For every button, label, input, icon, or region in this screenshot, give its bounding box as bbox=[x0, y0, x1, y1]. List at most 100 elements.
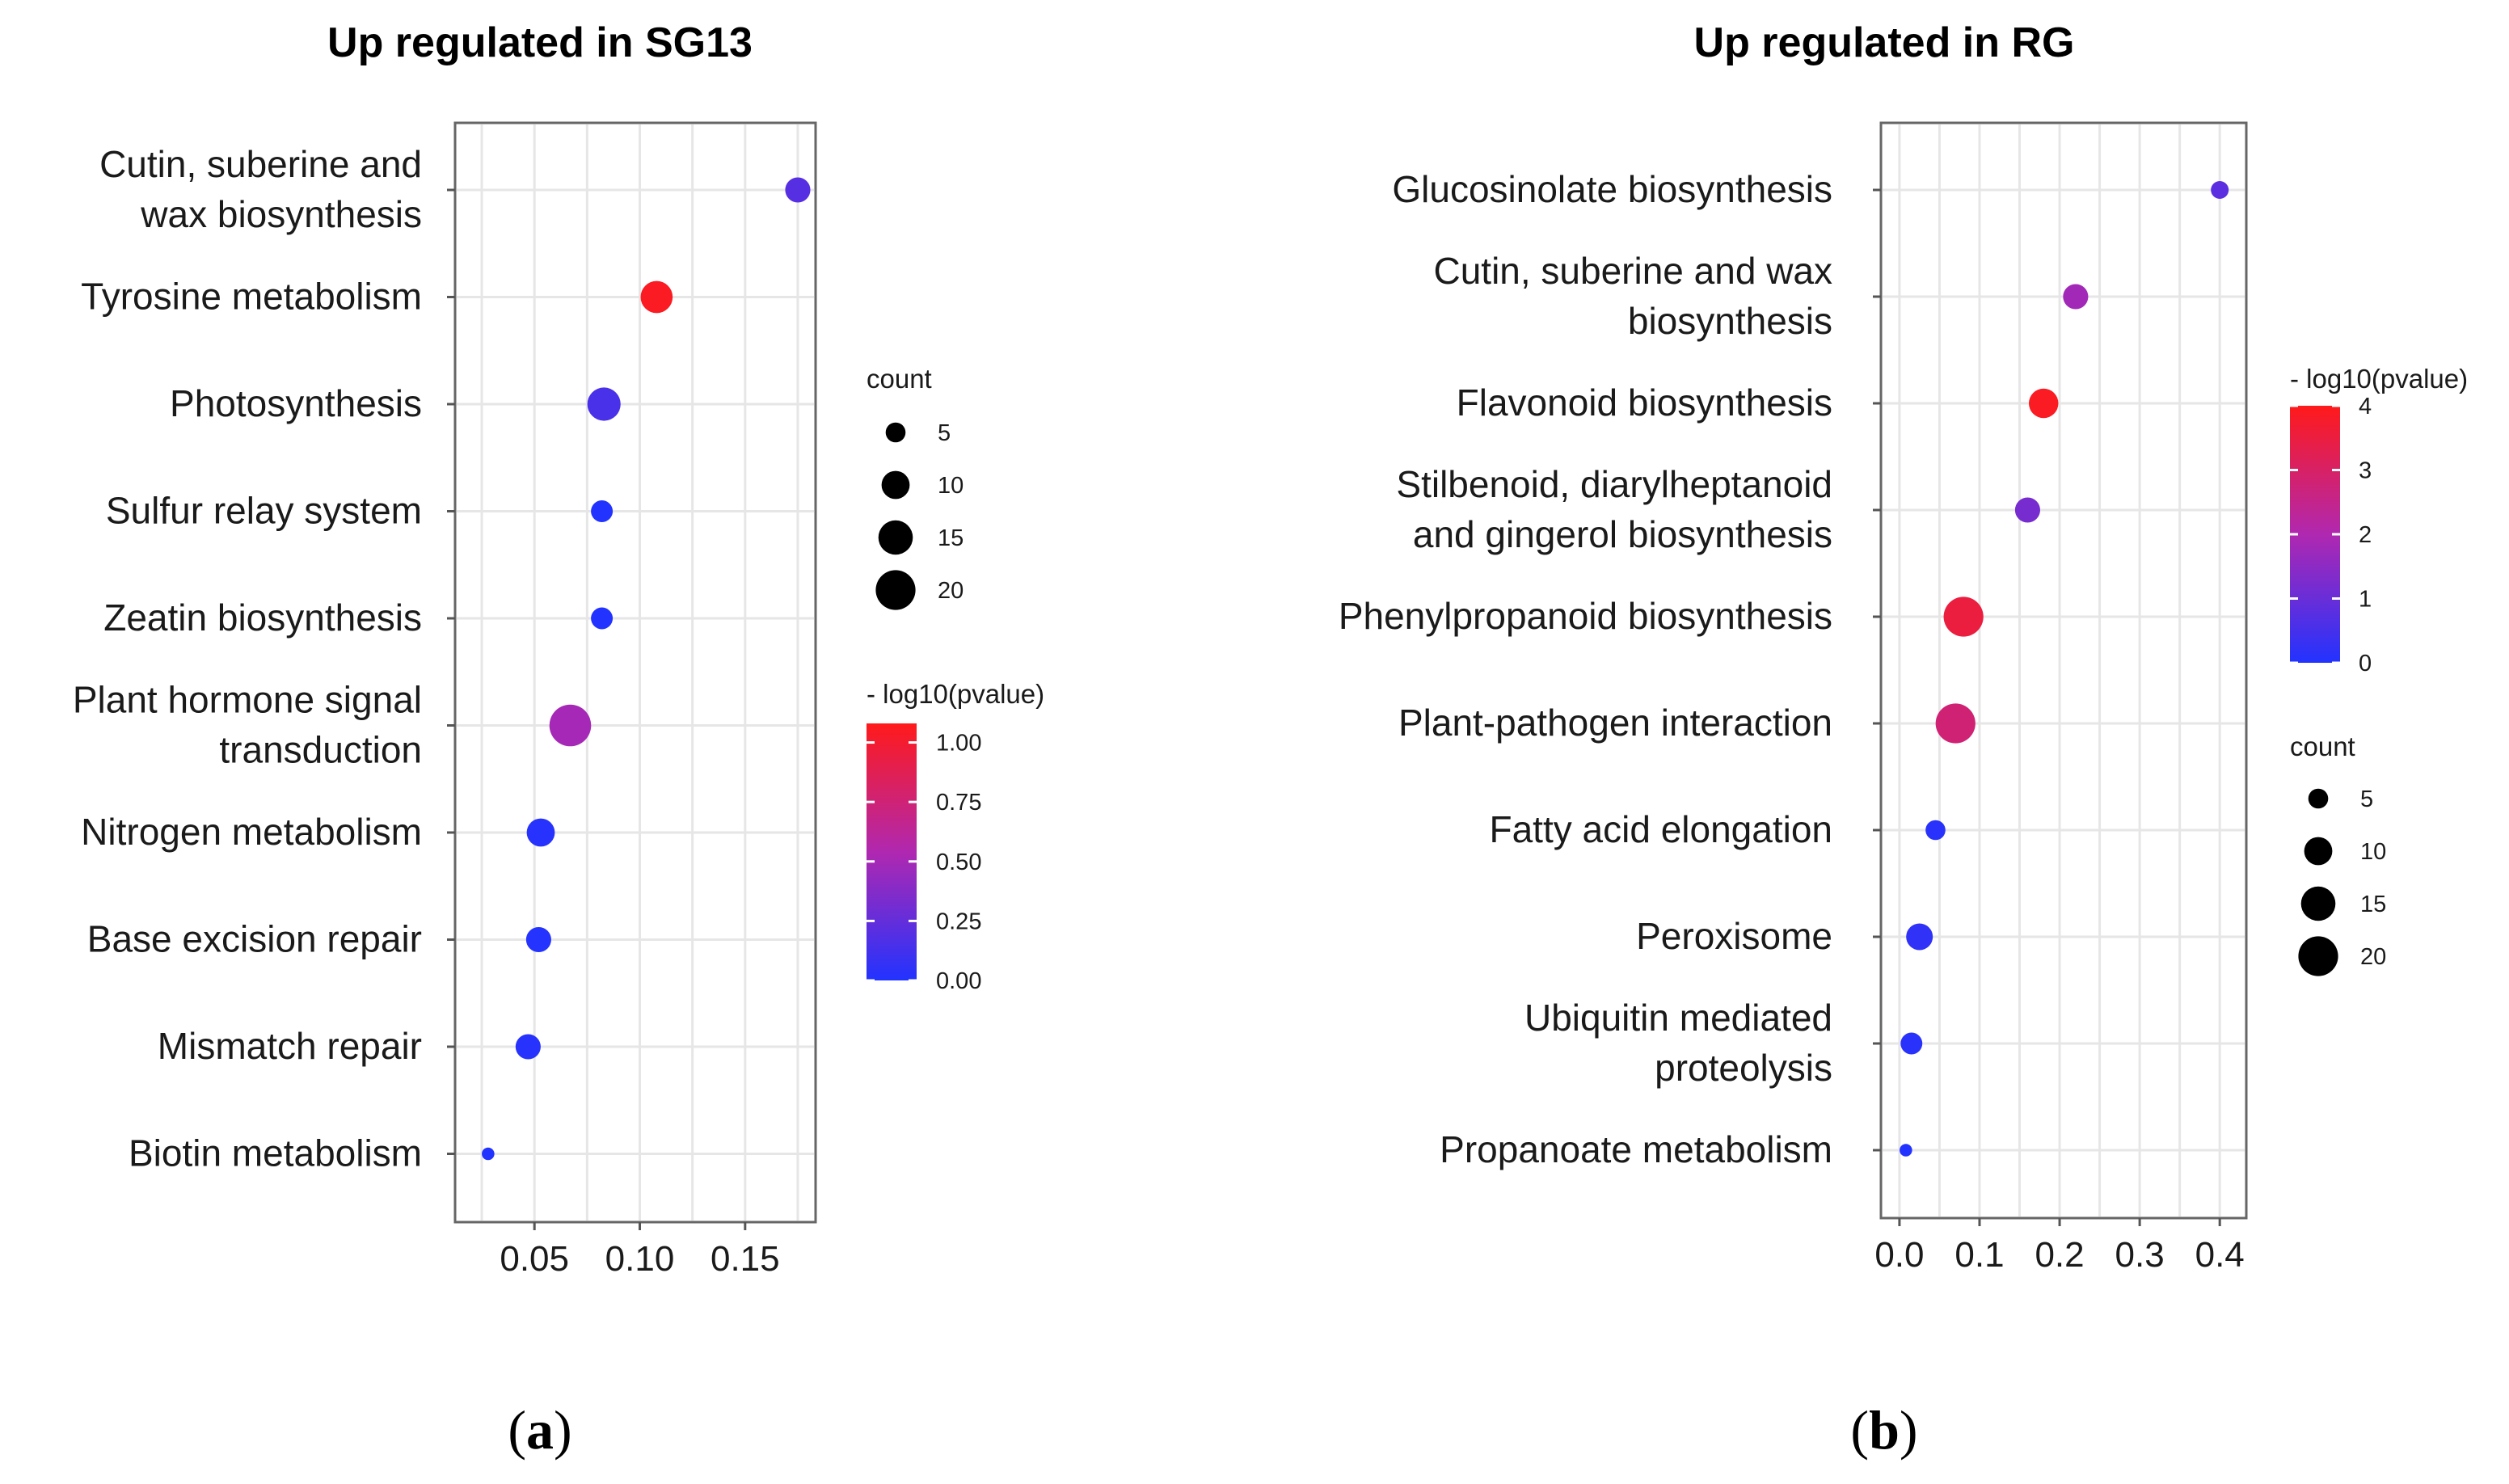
size-legend-b: count 5 10 15 20 bbox=[2290, 731, 2386, 976]
size-legend-dot bbox=[2304, 837, 2333, 866]
category-label: Fatty acid elongation bbox=[1490, 808, 1833, 850]
gridlines-a bbox=[447, 124, 814, 1221]
x-tick-label: 0.10 bbox=[605, 1239, 675, 1279]
plot-area-a bbox=[453, 121, 817, 1224]
colorbar-label: 3 bbox=[2359, 458, 2372, 484]
category-label: Plant-pathogen interaction bbox=[1398, 702, 1832, 744]
x-tick-label: 0.0 bbox=[1874, 1235, 1924, 1275]
size-legend-label: 5 bbox=[938, 420, 951, 446]
category-label: Cutin, suberine and wax biosynthesis bbox=[99, 143, 422, 235]
size-legend-label: 20 bbox=[2360, 944, 2386, 970]
category-labels-b: Glucosinolate biosynthesis Cutin, suberin… bbox=[1339, 168, 1832, 1170]
size-legend-label: 5 bbox=[2360, 786, 2373, 812]
size-legend-label: 20 bbox=[938, 578, 964, 604]
category-label: Cutin, suberine and wax biosynthesis bbox=[1433, 250, 1832, 342]
size-legend-dot bbox=[881, 470, 910, 500]
color-legend-title-a: - log10(pvalue) bbox=[867, 679, 1044, 709]
plot-area-b bbox=[1879, 121, 2248, 1220]
colorbar-b bbox=[2290, 406, 2340, 663]
data-point bbox=[591, 607, 614, 630]
points-b bbox=[1900, 181, 2229, 1157]
color-legend-a: - log10(pvalue) 0.00 0.25 0.50 0.75 1.00 bbox=[867, 679, 1044, 994]
x-tick-labels-a: 0.05 0.10 0.15 bbox=[500, 1222, 780, 1279]
size-legend-title-a: count bbox=[867, 364, 932, 394]
x-tick-label: 0.4 bbox=[2195, 1235, 2245, 1275]
data-point bbox=[515, 1034, 541, 1060]
size-legend-label: 10 bbox=[938, 473, 964, 499]
data-point bbox=[1906, 923, 1933, 951]
colorbar-label: 0 bbox=[2359, 651, 2372, 677]
size-legend-dot bbox=[2300, 886, 2336, 921]
data-point bbox=[1925, 820, 1946, 841]
category-label: Tyrosine metabolism bbox=[81, 276, 422, 318]
panel-label-b: (b) bbox=[1850, 1399, 1917, 1461]
size-legend-a: count 5 10 15 20 bbox=[867, 364, 964, 610]
x-tick-labels-b: 0.0 0.1 0.2 0.3 0.4 bbox=[1874, 1218, 2245, 1275]
colorbar-label: 2 bbox=[2359, 522, 2372, 548]
colorbar-label: 0.50 bbox=[936, 850, 981, 875]
category-label: Ubiquitin mediated proteolysis bbox=[1524, 997, 1832, 1089]
category-label: Photosynthesis bbox=[170, 382, 422, 424]
x-tick-label: 0.05 bbox=[500, 1239, 569, 1279]
data-point bbox=[1900, 1032, 1923, 1055]
size-legend-dot bbox=[885, 422, 906, 443]
colorbar-a bbox=[867, 723, 917, 980]
category-label: Biotin metabolism bbox=[129, 1132, 422, 1174]
size-legend-title-b: count bbox=[2290, 731, 2355, 761]
data-point bbox=[785, 177, 811, 203]
data-point bbox=[640, 280, 673, 314]
data-point bbox=[525, 926, 551, 953]
x-tick-label: 0.1 bbox=[1954, 1235, 2004, 1275]
data-point bbox=[2211, 181, 2229, 199]
data-point bbox=[587, 387, 621, 421]
size-legend-label: 15 bbox=[2360, 892, 2386, 917]
color-legend-b: - log10(pvalue) 0 1 2 3 4 bbox=[2290, 364, 2468, 677]
chart-title-b: Up regulated in RG bbox=[1694, 19, 2075, 66]
category-label: Nitrogen metabolism bbox=[81, 811, 422, 853]
data-point bbox=[526, 818, 555, 847]
points-a bbox=[482, 177, 811, 1161]
data-point bbox=[1900, 1144, 1912, 1157]
data-point bbox=[2028, 388, 2059, 419]
size-legend-dot bbox=[2308, 788, 2329, 809]
data-point bbox=[2014, 497, 2040, 523]
category-label: Glucosinolate biosynthesis bbox=[1392, 168, 1832, 210]
category-label: Stilbenoid, diarylheptanoid and gingerol … bbox=[1396, 463, 1832, 555]
colorbar-label: 0.00 bbox=[936, 968, 981, 994]
category-label: Sulfur relay system bbox=[106, 490, 422, 532]
gridlines-b bbox=[1873, 124, 2245, 1216]
data-point bbox=[549, 704, 592, 747]
data-point bbox=[1943, 597, 1984, 637]
data-point bbox=[591, 500, 614, 522]
chart-b: Up regulated in RG Glucosinolate biosynt… bbox=[1339, 19, 2468, 1275]
category-label: Phenylpropanoid biosynthesis bbox=[1339, 595, 1832, 637]
category-label: Flavonoid biosynthesis bbox=[1457, 382, 1832, 424]
panel-label-text: (b) bbox=[1850, 1399, 1917, 1461]
x-tick-label: 0.3 bbox=[2115, 1235, 2165, 1275]
panel-label-text: (a) bbox=[508, 1399, 571, 1461]
x-tick-label: 0.2 bbox=[2035, 1235, 2084, 1275]
category-label: Peroxisome bbox=[1636, 915, 1832, 957]
size-legend-label: 15 bbox=[938, 525, 964, 551]
category-label: Propanoate metabolism bbox=[1440, 1128, 1832, 1170]
colorbar-label: 0.25 bbox=[936, 909, 981, 934]
chart-title-a: Up regulated in SG13 bbox=[327, 19, 753, 66]
size-legend-dot bbox=[2298, 936, 2338, 976]
category-label: Base excision repair bbox=[87, 918, 422, 960]
data-point bbox=[482, 1147, 495, 1161]
colorbar-label: 4 bbox=[2359, 394, 2372, 419]
x-tick-label: 0.15 bbox=[711, 1239, 780, 1279]
colorbar-label: 1 bbox=[2359, 587, 2372, 613]
colorbar-label: 0.75 bbox=[936, 790, 981, 816]
category-label: Plant hormone signal transduction bbox=[73, 679, 422, 771]
data-point bbox=[2063, 284, 2089, 310]
chart-a: Up regulated in SG13 Cutin, suberine and… bbox=[73, 19, 1044, 1279]
category-labels-a: Cutin, suberine and wax biosynthesis Tyros… bbox=[73, 143, 422, 1174]
size-legend-label: 10 bbox=[2360, 839, 2386, 865]
size-legend-dot bbox=[875, 570, 916, 610]
category-label: Zeatin biosynthesis bbox=[103, 597, 422, 639]
data-point bbox=[1935, 703, 1976, 744]
category-label: Mismatch repair bbox=[158, 1025, 422, 1067]
colorbar-label: 1.00 bbox=[936, 731, 981, 757]
